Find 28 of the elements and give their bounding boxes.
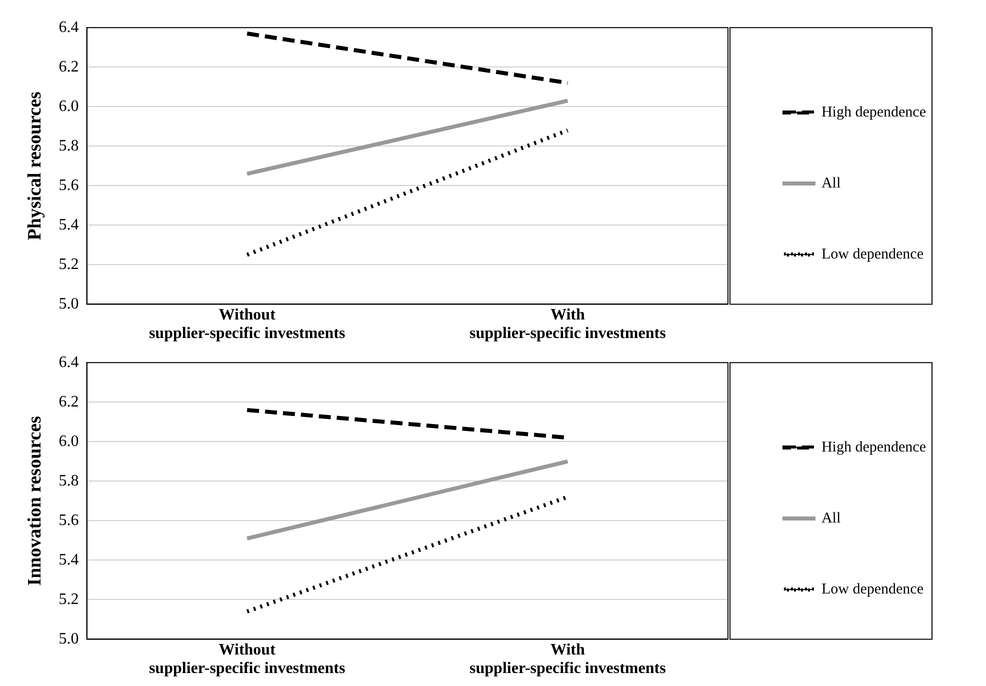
y-tick-label: 6.2: [58, 393, 79, 410]
y-tick-label: 5.0: [58, 630, 79, 648]
y-tick-label: 5.4: [58, 216, 79, 234]
legend-label: Low dependence: [821, 581, 924, 598]
legend-label: High dependence: [821, 104, 926, 120]
y-tick-label: 6.0: [58, 432, 79, 450]
y-tick-label: 6.0: [58, 98, 79, 115]
y-tick-label: 6.4: [58, 18, 79, 36]
y-tick-label: 6.2: [58, 58, 79, 76]
y-axis-title: Physical resources: [24, 92, 46, 240]
x-tick-label: Without supplier-specific investments: [148, 642, 346, 677]
y-tick-label: 5.6: [58, 176, 79, 194]
x-tick-label: Without supplier-specific investments: [148, 306, 346, 342]
y-axis-title: Innovation resources: [24, 416, 46, 586]
y-tick-label: 5.2: [58, 256, 79, 273]
legend-label: Low dependence: [821, 246, 924, 262]
y-tick-label: 5.8: [58, 137, 79, 154]
y-tick-label: 5.8: [58, 472, 79, 490]
legend-label: All: [821, 510, 841, 526]
x-tick-label: With supplier-specific investments: [470, 306, 666, 342]
y-tick-label: 5.4: [58, 551, 79, 568]
y-tick-label: 5.0: [58, 295, 79, 312]
legend-label: All: [821, 175, 841, 192]
x-tick-label: With supplier-specific investments: [470, 642, 666, 677]
legend-label: High dependence: [821, 439, 926, 456]
y-tick-label: 6.4: [58, 354, 79, 371]
y-tick-label: 5.6: [58, 512, 79, 529]
y-tick-label: 5.2: [58, 590, 79, 608]
